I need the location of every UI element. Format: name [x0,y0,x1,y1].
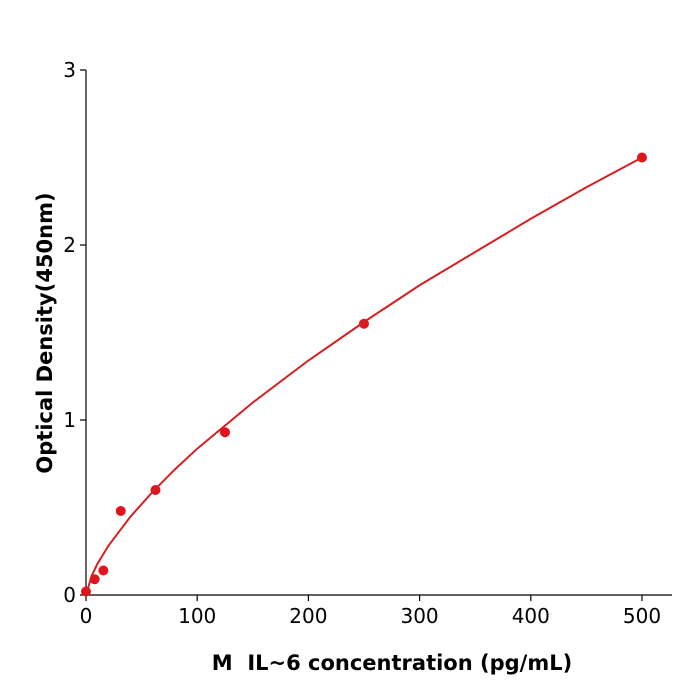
fit-curve [85,156,643,596]
data-point [115,506,126,516]
y-axis-title: Optical Density(450nm) [33,192,57,473]
x-tick-label: 300 [400,604,438,628]
x-tick-label: 0 [80,604,93,628]
x-tick-label: 100 [178,604,216,628]
y-tick-label: 2 [63,233,76,257]
x-axis-title: M IL~6 concentration (pg/mL) [212,651,572,675]
x-tick-label: 500 [623,604,661,628]
data-point [219,427,230,438]
y-tick-label: 1 [63,408,76,432]
y-tick-label: 0 [63,583,76,607]
data-point [98,565,109,576]
y-tick-label: 3 [63,58,76,82]
x-tick-label: 200 [289,604,327,628]
x-tick-label: 400 [512,604,550,628]
